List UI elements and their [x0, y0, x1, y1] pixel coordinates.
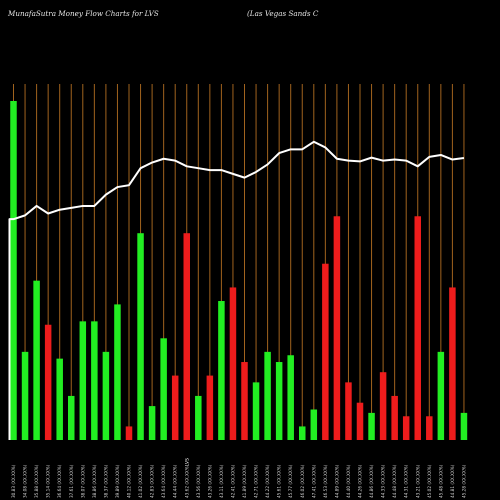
money-flow-bar — [229, 287, 237, 440]
money-flow-bar — [437, 351, 445, 440]
x-tick-label: 44.86 (XX.XX%) — [369, 464, 374, 498]
x-tick-label: 46.53 (XX.XX%) — [323, 464, 328, 498]
money-flow-bar — [79, 321, 87, 440]
x-tick-label: 40.12 (XX.XX%) — [127, 464, 132, 498]
x-tick-label: 39.89 (XX.XX%) — [115, 464, 120, 498]
money-flow-bar — [125, 426, 133, 440]
x-axis-labels: 30.83 (XX.XX%) 34.08 (XX.XX%) 35.88 (XX.XX… — [11, 458, 466, 498]
money-flow-bar — [414, 216, 421, 440]
money-flow-bar — [114, 304, 121, 440]
x-tick-label: 41.89 (XX.XX%) — [242, 464, 247, 498]
x-tick-label: 44.48 (XX.XX%) — [392, 464, 397, 498]
x-tick-label: 38.37 (XX.XX%) — [103, 464, 108, 498]
x-tick-label: 37.61 (XX.XX%) — [69, 464, 74, 498]
x-tick-label: 38.07 (XX.XX%) — [80, 464, 85, 498]
money-flow-bar — [68, 395, 75, 440]
x-tick-label: 43.56 (XX.XX%) — [196, 464, 201, 498]
money-flow-bar — [56, 358, 63, 440]
x-tick-label: 35.14 (XX.XX%) — [46, 464, 51, 498]
money-flow-bar — [287, 355, 294, 440]
money-flow-bar — [33, 280, 40, 440]
money-flow-bar — [160, 338, 167, 440]
ticker-marker-label: LVS — [184, 458, 190, 466]
money-flow-bar — [21, 351, 29, 440]
x-tick-label: 44.22 (XX.XX%) — [265, 464, 270, 498]
x-tick-label: 44.26 (XX.XX%) — [358, 464, 363, 498]
x-tick-label: 46.02 (XX.XX%) — [300, 464, 305, 498]
x-tick-label: 42.71 (XX.XX%) — [254, 464, 259, 498]
x-tick-label: 43.62 (XX.XX%) — [184, 464, 189, 498]
money-flow-bar — [137, 233, 144, 440]
x-tick-label: 44.31 (XX.XX%) — [404, 464, 409, 498]
money-flow-bar — [264, 351, 271, 440]
money-flow-bar — [252, 382, 260, 440]
money-flow-bar — [275, 362, 283, 440]
x-tick-label: 44.89 (XX.XX%) — [334, 464, 339, 498]
x-tick-label: 34.08 (XX.XX%) — [23, 464, 28, 498]
money-flow-bar — [402, 416, 410, 440]
chart-title: MunafaSutra Money Flow Charts for LVS — [8, 9, 159, 18]
x-tick-label: 43.26 (XX.XX%) — [207, 464, 212, 498]
money-flow-bar — [345, 382, 352, 440]
money-flow-bar — [460, 412, 468, 440]
x-tick-label: 42.41 (XX.XX%) — [230, 464, 235, 498]
price-line-path — [8, 140, 465, 440]
money-flow-bar — [171, 375, 179, 440]
x-tick-label: 47.41 (XX.XX%) — [311, 464, 316, 498]
x-tick-label: 44.81 (XX.XX%) — [450, 464, 455, 498]
money-flow-bar — [379, 372, 387, 440]
money-flow-bar — [241, 362, 248, 440]
x-tick-label: 38.86 (XX.XX%) — [92, 464, 97, 498]
money-flow-bar — [368, 412, 375, 440]
company-name: (Las Vegas Sands C — [247, 9, 319, 18]
money-flow-bar — [322, 263, 329, 440]
money-flow-bar — [299, 426, 306, 440]
x-tick-label: 30.83 (XX.XX%) — [11, 464, 16, 498]
x-tick-label: 45.48 (XX.XX%) — [438, 464, 443, 498]
x-tick-label: 35.88 (XX.XX%) — [34, 464, 39, 498]
x-tick-label: 42.83 (XX.XX%) — [150, 464, 155, 498]
x-tick-label: 44.40 (XX.XX%) — [346, 464, 351, 498]
money-flow-bar — [449, 287, 456, 440]
money-flow-bar — [391, 395, 398, 440]
money-flow-bar — [148, 406, 156, 440]
x-tick-label: 45.77 (XX.XX%) — [288, 464, 293, 498]
x-tick-label: 43.11 (XX.XX%) — [219, 464, 224, 498]
x-tick-label: 44.44 (XX.XX%) — [173, 464, 178, 498]
money-flow-bar — [183, 233, 190, 440]
money-flow-bar — [356, 402, 364, 440]
money-flow-bar — [195, 395, 202, 440]
price-line — [8, 140, 465, 440]
money-flow-bar — [206, 375, 214, 440]
x-tick-label: 44.33 (XX.XX%) — [381, 464, 386, 498]
money-flow-bar — [310, 409, 318, 440]
x-tick-label: 45.02 (XX.XX%) — [427, 464, 432, 498]
x-tick-label: 45.28 (XX.XX%) — [461, 464, 466, 498]
x-tick-label: 43.21 (XX.XX%) — [415, 464, 420, 498]
money-flow-bar — [333, 216, 341, 440]
chart-header: MunafaSutra Money Flow Charts for LVS (L… — [0, 9, 500, 21]
money-flow-bar — [10, 101, 17, 440]
money-flow-bar — [218, 301, 225, 440]
x-tick-label: 43.64 (XX.XX%) — [161, 464, 166, 498]
x-tick-label: 45.61 (XX.XX%) — [277, 464, 282, 498]
money-flow-bar — [102, 351, 110, 440]
money-flow-bar — [91, 321, 98, 440]
money-flow-bars — [10, 101, 468, 440]
x-tick-label: 36.64 (XX.XX%) — [57, 464, 62, 498]
money-flow-bar — [44, 324, 52, 440]
money-flow-bar — [426, 416, 433, 440]
x-tick-label: 41.02 (XX.XX%) — [138, 464, 143, 498]
